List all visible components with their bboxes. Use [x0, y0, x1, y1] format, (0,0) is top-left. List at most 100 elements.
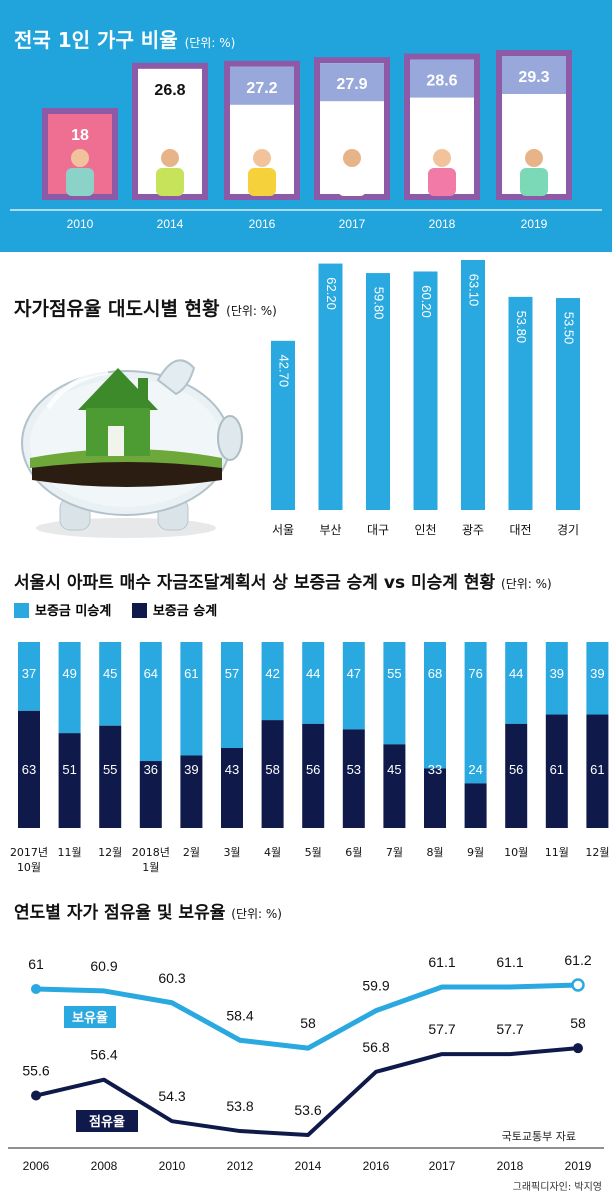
unassumed-value-label: 61 — [184, 666, 198, 681]
city-bar — [271, 340, 295, 510]
city-value-label: 63.10 — [467, 274, 482, 307]
assumed-value-label: 56 — [306, 762, 320, 777]
ownership-retention-value-label: 58.4 — [226, 1007, 253, 1023]
figure-head — [433, 149, 451, 167]
city-tick-label: 서울 — [272, 523, 294, 537]
month-tick-label: 3월 — [223, 846, 240, 859]
unassumed-bar — [383, 642, 406, 745]
month-tick-label: 10월 — [504, 846, 528, 859]
ownership-rate-title-text: 연도별 자가 점유율 및 보유율 — [14, 903, 226, 923]
year-axis-label: 2017 — [429, 1159, 456, 1173]
assumed-value-label: 55 — [103, 762, 117, 777]
unassumed-bar — [18, 642, 40, 711]
ownership-occupancy-value-label: 54.3 — [158, 1088, 185, 1104]
unassumed-value-label: 44 — [509, 666, 523, 681]
assumed-bar — [18, 710, 40, 828]
city-ownership-panel: 자가점유율 대도시별 현황 (단위: %) 42.70 서울 62.20 부산 59.8… — [0, 252, 612, 550]
ownership-retention-series-name: 보유율 — [72, 1010, 108, 1026]
assumed-bar — [221, 748, 243, 828]
deposit-legend: 보증금 미승계 보증금 승계 — [14, 600, 217, 619]
month-tick-label: 11월 — [58, 846, 82, 859]
unassumed-value-label: 68 — [428, 666, 442, 681]
figure-body — [66, 168, 94, 196]
assumed-bar — [424, 768, 446, 828]
ownership-rate-panel: 연도별 자가 점유율 및 보유율 (단위: %) 61 60.9 60.3 58.4 5… — [0, 880, 612, 1196]
assumed-bar — [586, 714, 609, 828]
figure-body — [338, 168, 366, 196]
year-axis-label: 2014 — [295, 1159, 322, 1173]
month-tick-label: 2018년 — [132, 846, 170, 859]
unassumed-bar — [302, 642, 325, 724]
ownership-retention-value-label: 61.1 — [496, 954, 523, 970]
unassumed-value-label: 76 — [468, 666, 482, 681]
city-ownership-chart: 42.70 서울 62.20 부산 59.80 대구 60.20 인천 63.10 광주 53.80… — [271, 260, 580, 537]
unassumed-bar — [342, 642, 365, 730]
unassumed-value-label: 55 — [387, 666, 401, 681]
year-axis-label: 2018 — [497, 1159, 524, 1173]
ownership-retention-line — [35, 982, 579, 1051]
city-value-label: 42.70 — [277, 355, 292, 388]
ownership-rate-title: 연도별 자가 점유율 및 보유율 (단위: %) — [14, 898, 282, 923]
city-tick-label: 광주 — [462, 523, 484, 537]
assumed-bar — [180, 755, 203, 828]
figure-body — [156, 168, 184, 196]
figure-head — [161, 149, 179, 167]
figure-head — [525, 149, 543, 167]
assumed-value-label: 58 — [265, 762, 279, 777]
city-bar — [366, 273, 390, 510]
city-value-label: 53.80 — [514, 311, 529, 344]
assumed-value-label: 56 — [509, 762, 523, 777]
deposit-title-text: 서울시 아파트 매수 자금조달계획서 상 보증금 승계 vs 미승계 현황 — [14, 573, 496, 593]
unassumed-bar — [221, 642, 243, 749]
year-tick-label: 2014 — [157, 217, 184, 231]
ownership-retention-value-label: 60.9 — [90, 958, 117, 974]
year-tick-label: 2017 — [339, 217, 366, 231]
unassumed-bar — [261, 642, 284, 721]
window-shade — [230, 66, 294, 105]
unassumed-bar — [505, 642, 528, 724]
city-tick-label: 인천 — [414, 522, 436, 537]
ownership-occupancy-line — [35, 1046, 579, 1137]
year-axis-label: 2016 — [363, 1159, 390, 1173]
assumed-value-label: 36 — [144, 762, 158, 777]
assumed-value-label: 45 — [387, 762, 401, 777]
month-tick-label: 5월 — [305, 846, 322, 859]
ownership-retention-value-label: 61.2 — [564, 952, 591, 968]
city-bar — [508, 296, 533, 510]
ownership-rate-chart: 61 60.9 60.3 58.4 58 59.9 61.1 61.1 61.2 보유율 55.6 5… — [8, 952, 604, 1173]
ownership-occupancy-value-label: 56.4 — [90, 1047, 117, 1063]
window-shade — [320, 63, 384, 102]
assumed-value-label: 53 — [347, 762, 361, 777]
ownership-retention-value-label: 59.9 — [362, 978, 389, 994]
legend-swatch-assumed — [131, 603, 147, 618]
ownership-occupancy-start-point — [31, 1090, 41, 1101]
window-bar: 28.6 — [404, 53, 480, 200]
city-tick-label: 대전 — [509, 523, 531, 537]
assumed-bar — [464, 783, 487, 828]
single-household-panel: 전국 1인 가구 비율 (단위: %) 18 2010 26.8 2014 27.2 20… — [0, 0, 612, 252]
single-household-title-text: 전국 1인 가구 비율 — [14, 28, 178, 52]
unassumed-value-label: 39 — [590, 666, 604, 681]
year-axis-label: 2019 — [565, 1159, 592, 1173]
assumed-bar — [139, 761, 162, 828]
assumed-value-label: 33 — [428, 762, 442, 777]
city-value-label: 53.50 — [562, 312, 577, 345]
assumed-value-label: 63 — [22, 762, 36, 777]
legend-label-assumed: 보증금 승계 — [152, 604, 218, 619]
assumed-bar — [261, 720, 284, 828]
ownership-occupancy-value-label: 56.8 — [362, 1039, 389, 1055]
city-tick-label: 대구 — [367, 523, 389, 537]
window-value-label: 29.3 — [518, 69, 549, 86]
legend-label-unassumed: 보증금 미승계 — [35, 604, 112, 619]
year-tick-label: 2010 — [67, 217, 94, 231]
assumed-bar — [342, 729, 365, 828]
assumed-bar — [505, 723, 528, 828]
city-value-label: 60.20 — [419, 285, 434, 318]
piggy-bank-illustration — [21, 359, 243, 538]
year-axis-label: 2010 — [159, 1159, 186, 1173]
ownership-occupancy-series-name: 점유율 — [89, 1114, 125, 1130]
ownership-occupancy-end-point — [573, 1043, 583, 1054]
designer-credit: 그래픽디자인: 박지영 — [512, 1182, 602, 1193]
deposit-title: 서울시 아파트 매수 자금조달계획서 상 보증금 승계 vs 미승계 현황 (단… — [14, 568, 552, 593]
month-tick-label: 2017년 — [10, 846, 48, 859]
